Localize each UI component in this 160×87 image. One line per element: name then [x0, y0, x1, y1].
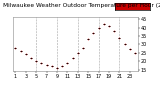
Point — [123, 44, 126, 45]
Text: Milwaukee Weather Outdoor Temperature per Hour (24 Hours): Milwaukee Weather Outdoor Temperature pe… — [3, 3, 160, 8]
Point — [97, 27, 100, 28]
Point — [61, 66, 64, 67]
Point — [134, 52, 136, 54]
Point — [82, 47, 84, 48]
Point — [71, 57, 74, 59]
Point — [19, 50, 22, 52]
Point — [128, 49, 131, 50]
Point — [92, 32, 95, 33]
Point — [76, 52, 79, 54]
Point — [103, 23, 105, 25]
Point — [51, 66, 53, 67]
Point — [35, 61, 37, 62]
Point — [24, 54, 27, 55]
Point — [40, 62, 43, 64]
Point — [30, 57, 32, 59]
Point — [45, 64, 48, 65]
Point — [118, 37, 121, 38]
Point — [56, 67, 58, 69]
Point — [113, 30, 116, 32]
Point — [87, 39, 89, 40]
Point — [108, 25, 110, 27]
Point — [14, 47, 17, 48]
Point — [66, 62, 69, 64]
